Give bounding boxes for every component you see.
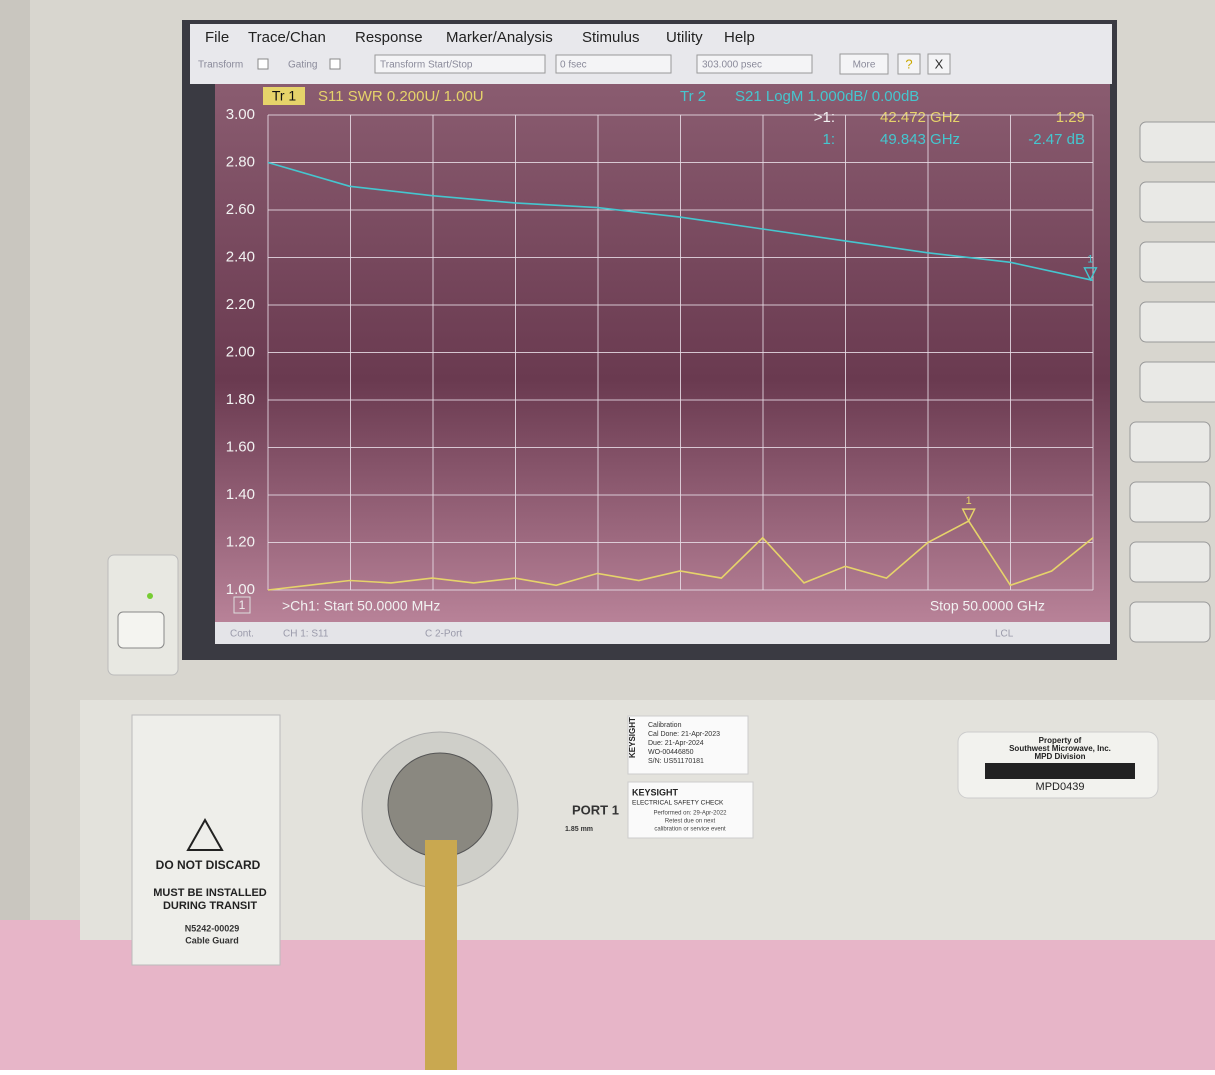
menu-item[interactable]: Stimulus <box>582 29 640 46</box>
port-label: PORT 1 <box>572 802 619 817</box>
softkey[interactable] <box>1140 362 1215 402</box>
sticker-text: KEYSIGHT <box>632 787 679 797</box>
guard-text: N5242-00029 <box>185 923 240 933</box>
channel-number: 1 <box>239 598 246 612</box>
softkey[interactable] <box>1140 122 1215 162</box>
tag-text: MPD0439 <box>1036 781 1085 793</box>
y-tick-label: 1.60 <box>226 438 255 455</box>
sticker-text: WO-00446850 <box>648 749 694 756</box>
toolbar-checkbox[interactable]: Gating <box>288 60 317 71</box>
barcode <box>985 763 1135 779</box>
trace-title: S21 LogM 1.000dB/ 0.00dB <box>735 88 919 105</box>
menu-item[interactable]: Utility <box>666 29 703 46</box>
checkbox[interactable] <box>258 59 268 69</box>
softkey[interactable] <box>1130 422 1210 462</box>
handle <box>0 0 30 1000</box>
sticker-text: ELECTRICAL SAFETY CHECK <box>632 800 724 807</box>
trace-label: Tr 1 <box>272 88 297 104</box>
marker-x: 42.472 GHz <box>880 109 960 126</box>
menu-item[interactable]: Marker/Analysis <box>446 29 553 46</box>
checkbox[interactable] <box>330 59 340 69</box>
menu-item[interactable]: Help <box>724 29 755 46</box>
status-item: CH 1: S11 <box>283 629 329 640</box>
trace-title: S11 SWR 0.200U/ 1.00U <box>318 88 484 105</box>
photo: File Trace/Chan Response Marker/Analysis… <box>0 0 1215 1070</box>
cable <box>425 840 457 1070</box>
y-tick-label: 1.80 <box>226 391 255 408</box>
button-label: X <box>935 56 944 71</box>
status-item: Cont. <box>230 629 254 640</box>
sticker-text: S/N: US51170181 <box>648 758 704 765</box>
menu-item[interactable]: Response <box>355 29 423 46</box>
y-tick-label: 1.00 <box>226 581 255 598</box>
sticker-text: Calibration <box>648 722 682 729</box>
led <box>147 593 153 599</box>
menu-item[interactable]: File <box>205 29 229 46</box>
softkey[interactable] <box>1130 602 1210 642</box>
marker-flag: 1 <box>966 495 972 507</box>
marker-name: 1: <box>822 131 835 148</box>
y-tick-label: 3.00 <box>226 106 255 123</box>
sticker-text: Retest due on next <box>665 819 716 825</box>
stop-label: Stop 50.0000 GHz <box>930 598 1045 614</box>
button-label: ? <box>905 56 912 71</box>
toolbar-checkbox[interactable]: Transform <box>198 60 243 71</box>
marker-name: >1: <box>814 109 835 126</box>
status-item: LCL <box>995 629 1014 640</box>
softkey[interactable] <box>1140 182 1215 222</box>
guard-text: DURING TRANSIT <box>163 900 257 912</box>
softkey[interactable] <box>1140 242 1215 282</box>
y-tick-label: 2.20 <box>226 296 255 313</box>
softkey[interactable] <box>1130 542 1210 582</box>
y-tick-label: 1.20 <box>226 533 255 550</box>
sticker-text: Due: 21-Apr-2024 <box>648 740 704 747</box>
marker-x: 49.843 GHz <box>880 131 960 148</box>
tag-text: MPD Division <box>1034 752 1085 761</box>
y-tick-label: 2.40 <box>226 248 255 265</box>
y-tick-label: 2.60 <box>226 201 255 218</box>
softkey[interactable] <box>1130 482 1210 522</box>
menu-item[interactable]: Trace/Chan <box>248 29 326 46</box>
dropdown-value: Transform Start/Stop <box>380 60 473 71</box>
sticker-text: Performed on: 29-Apr-2022 <box>653 811 727 817</box>
input-value: 0 fsec <box>560 60 587 71</box>
input-value: 303.000 psec <box>702 60 762 71</box>
y-tick-label: 1.40 <box>226 486 255 503</box>
status-item: C 2-Port <box>425 629 462 640</box>
port-size: 1.85 mm <box>565 826 593 833</box>
marker-value: -2.47 dB <box>1028 131 1085 148</box>
menu-area <box>190 24 1112 84</box>
y-tick-label: 2.80 <box>226 153 255 170</box>
guard-text: MUST BE INSTALLED <box>153 887 267 899</box>
start-label: >Ch1: Start 50.0000 MHz <box>282 598 440 614</box>
marker-value: 1.29 <box>1056 109 1085 126</box>
sticker-text: Cal Done: 21-Apr-2023 <box>648 731 720 738</box>
guard-text: DO NOT DISCARD <box>156 858 261 872</box>
status-bar <box>215 622 1110 644</box>
sticker-text: calibration or service event <box>654 827 726 833</box>
softkey[interactable] <box>1140 302 1215 342</box>
sticker-text: KEYSIGHT <box>628 717 637 758</box>
softkeys <box>1130 122 1215 642</box>
button-label: More <box>853 60 876 71</box>
y-tick-label: 2.00 <box>226 343 255 360</box>
trace-label: Tr 2 <box>680 88 706 105</box>
guard-text: Cable Guard <box>185 935 239 945</box>
marker-flag: 1 <box>1087 254 1093 266</box>
power-button[interactable] <box>118 612 164 648</box>
